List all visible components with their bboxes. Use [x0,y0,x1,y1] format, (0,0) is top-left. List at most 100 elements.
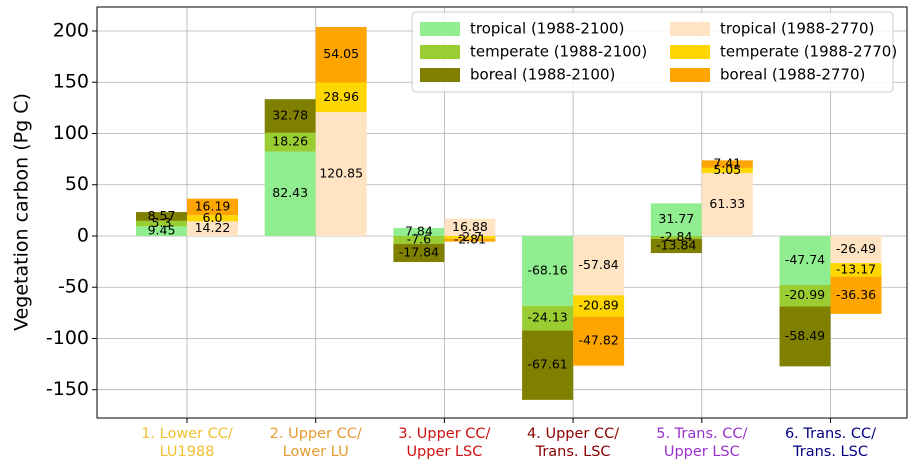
bar-segment [830,276,882,314]
legend-label: boreal (1988-2100) [470,66,615,84]
x-tick-label-line: 5. Trans. CC/ [656,426,747,442]
bar-segment [701,173,753,236]
bar-segment [573,235,625,296]
bar-segment [573,316,625,366]
bar-segment [187,215,238,222]
value-label: 16.88 [452,219,488,234]
bar-segment [444,218,496,236]
x-tick-label-line: 3. Upper CC/ [398,426,490,442]
y-tick-label: 150 [53,71,89,93]
legend-swatch [670,22,710,36]
x-tick-label: 5. Trans. CC/Upper LSC [656,426,747,459]
bar-segment [136,220,187,227]
legend-label: boreal (1988-2770) [720,66,865,84]
bar-segment [264,151,316,236]
bar-segment [136,212,187,221]
value-label: 5.3 [152,215,172,230]
legend-swatch [420,22,460,36]
bar-segment [522,305,574,331]
legend-swatch [670,45,710,59]
value-label: 5.05 [713,162,741,177]
legend-swatch [420,45,460,59]
legend-label: temperate (1988-2100) [470,43,647,61]
value-label: 9.45 [148,223,176,238]
value-label: -13.17 [836,261,876,276]
value-label: -26.49 [836,241,876,256]
x-tick-label-line: Trans. LSC [535,444,611,459]
bar-segment [393,243,445,263]
x-tick-label: 4. Upper CC/Trans. LSC [527,426,619,459]
x-tick-label-line: 6. Trans. CC/ [785,426,876,442]
legend-label: temperate (1988-2770) [720,43,897,61]
bar-segment [779,235,831,285]
value-label: -2.84 [660,229,692,244]
bar-segment [315,82,367,113]
x-tick-label-line: 2. Upper CC/ [270,426,362,442]
value-label: 31.77 [658,211,694,226]
x-tick-label-line: Lower LU [283,444,349,459]
bar-segment [650,235,702,239]
y-tick-label: 200 [53,19,89,41]
value-label: -57.84 [578,257,618,272]
y-axis-label: Vegetation carbon (Pg C) [11,93,33,331]
value-label: -24.13 [527,310,567,325]
legend-swatch [420,68,460,82]
value-label: 6.0 [203,210,223,225]
value-label: -13.84 [656,237,696,252]
x-tick-label-line: Trans. LSC [792,444,868,459]
x-tick-label: 1. Lower CC/LU1988 [141,426,233,459]
x-tick-label-line: 1. Lower CC/ [141,426,233,442]
value-label: 82.43 [272,185,308,200]
legend-label: tropical (1988-2770) [720,20,874,38]
plot-frame [96,6,908,419]
bar-segment [701,167,753,174]
bar-segment [393,227,445,236]
legend-box [411,11,894,93]
value-label: -36.36 [836,287,876,302]
bar-segment [444,235,496,239]
value-label: 28.96 [323,89,359,104]
y-tick-label: 0 [77,224,89,246]
bar-segment [264,132,316,152]
bar-segment [522,235,574,306]
y-tick-label: 50 [65,173,89,195]
value-label: -20.89 [578,297,618,312]
bar-segment [187,221,238,236]
value-label: 16.19 [195,198,231,213]
y-tick-label: -50 [58,276,89,298]
x-tick-label-line: 4. Upper CC/ [527,426,619,442]
value-label: 32.78 [272,107,308,122]
value-label: 7.84 [405,223,433,238]
value-labels: 9.455.38.57 14.226.016.19 82.43 18.26 32.78 1… [148,46,877,371]
y-tick-label: -100 [46,327,89,349]
bar-segment [264,99,316,133]
bar-segment [315,27,367,83]
value-label: -67.61 [527,357,567,372]
y-tick-label: -150 [46,378,89,400]
y-tick-label: 100 [53,122,89,144]
bar-segment [573,295,625,317]
bar-segment [779,306,831,367]
legend: tropical (1988-2100) temperate (1988-2100… [411,11,897,93]
bar-segment [779,284,831,307]
x-tick-label: 3. Upper CC/Upper LSC [398,426,490,459]
x-tick-label-line: Upper LSC [406,444,482,459]
bar-segment [650,238,702,254]
value-label: 7.41 [713,156,741,171]
value-label: 61.33 [709,196,745,211]
legend-label: tropical (1988-2100) [470,20,624,38]
x-tick-label-line: LU1988 [160,444,215,459]
x-tick-label-line: Upper LSC [664,444,740,459]
value-label: -2.81 [454,232,486,247]
bar-segment [187,198,238,216]
value-label: 120.85 [319,166,363,181]
x-tick-label: 2. Upper CC/Lower LU [270,426,362,459]
value-label: -7.6 [407,231,431,246]
bar-segment [136,226,187,236]
value-label: 18.26 [272,134,308,149]
value-label: -20.99 [785,287,825,302]
value-label: 54.05 [323,46,359,61]
x-tick-label: 6. Trans. CC/Trans. LSC [785,426,876,459]
value-label: 8.57 [148,208,176,223]
